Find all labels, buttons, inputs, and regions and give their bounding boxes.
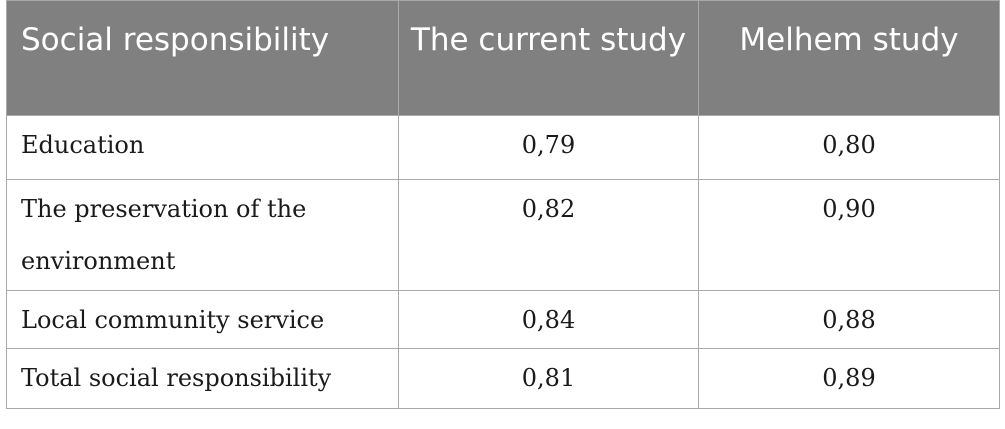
- table-row: Total social responsibility 0,81 0,89: [6, 348, 1000, 409]
- current-study-value: 0,82: [398, 179, 699, 291]
- header-current-study: The current study: [398, 0, 699, 116]
- table-row: Education 0,79 0,80: [6, 115, 1000, 180]
- row-label: Local community service: [6, 290, 399, 349]
- melhem-study-value: 0,89: [698, 348, 1000, 409]
- header-melhem-study: Melhem study: [698, 0, 1000, 116]
- comparison-table: Social responsibility The current study …: [6, 0, 1000, 409]
- table-row: The preservation of the environment 0,82…: [6, 179, 1000, 291]
- current-study-value: 0,79: [398, 115, 699, 180]
- table-container: Social responsibility The current study …: [6, 0, 1000, 409]
- current-study-value: 0,84: [398, 290, 699, 349]
- header-social-responsibility: Social responsibility: [6, 0, 399, 116]
- row-label: Education: [6, 115, 399, 180]
- melhem-study-value: 0,80: [698, 115, 1000, 180]
- melhem-study-value: 0,88: [698, 290, 1000, 349]
- header-row: Social responsibility The current study …: [6, 0, 1000, 116]
- table-header: Social responsibility The current study …: [6, 0, 1000, 116]
- melhem-study-value: 0,90: [698, 179, 1000, 291]
- row-label: Total social responsibility: [6, 348, 399, 409]
- row-label: The preservation of the environment: [6, 179, 399, 291]
- table-row: Local community service 0,84 0,88: [6, 290, 1000, 349]
- current-study-value: 0,81: [398, 348, 699, 409]
- table-body: Education 0,79 0,80 The preservation of …: [6, 115, 1000, 409]
